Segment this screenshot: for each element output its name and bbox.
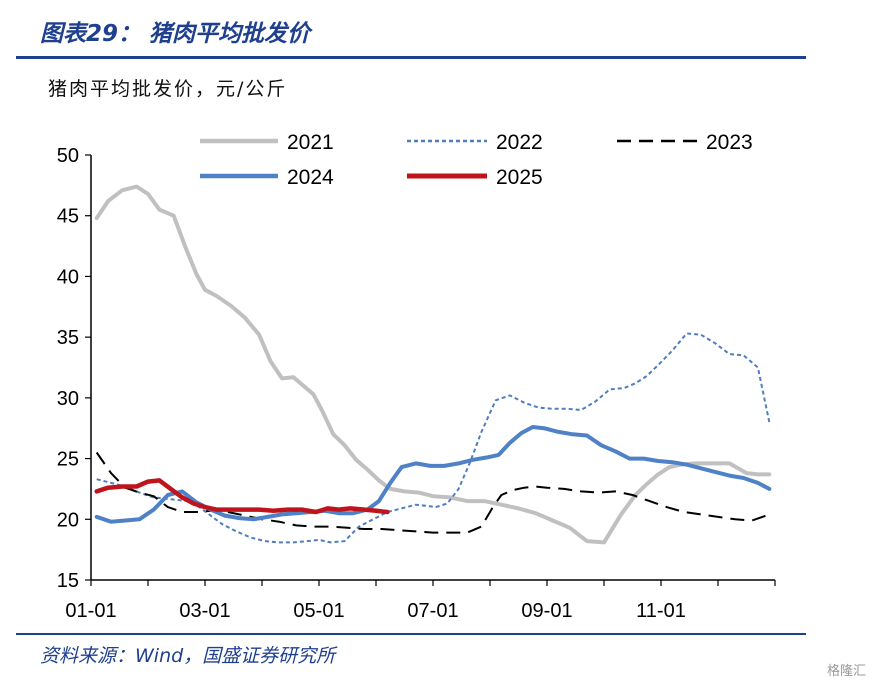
y-tick-label: 30 bbox=[57, 388, 79, 410]
y-tick-label: 40 bbox=[57, 266, 79, 288]
source-note: 资料来源：Wind，国盛证券研究所 bbox=[40, 645, 336, 667]
series-2025-line bbox=[94, 478, 390, 515]
y-tick-label: 50 bbox=[57, 145, 79, 167]
x-tick-label: 05-01 bbox=[293, 600, 344, 622]
x-tick-label: 09-01 bbox=[521, 600, 572, 622]
x-tick-label: 01-01 bbox=[65, 600, 116, 622]
watermark: 格隆汇 bbox=[826, 664, 866, 679]
series-lines bbox=[94, 184, 772, 545]
legend-label-2022: 2022 bbox=[496, 131, 543, 154]
y-tick-label: 25 bbox=[57, 449, 79, 471]
y-tick-label: 45 bbox=[57, 206, 79, 228]
x-tick-label: 11-01 bbox=[636, 600, 686, 622]
legend-label-2025: 2025 bbox=[496, 166, 543, 189]
legend: 2021 2022 2023 2024 2025 bbox=[200, 131, 753, 189]
source-rule bbox=[16, 633, 806, 635]
series-2021-line bbox=[94, 184, 772, 545]
y-tick-label: 35 bbox=[57, 327, 79, 349]
series-2023-line bbox=[95, 451, 770, 534]
x-tick-label: 03-01 bbox=[179, 600, 230, 622]
x-tick-label: 07-01 bbox=[407, 600, 458, 622]
y-tick-label: 20 bbox=[57, 509, 79, 531]
legend-label-2023: 2023 bbox=[706, 131, 753, 154]
unit-label: 猪肉平均批发价，元/公斤 bbox=[48, 78, 288, 100]
y-tick-label: 15 bbox=[57, 570, 79, 592]
series-2022-line bbox=[96, 332, 771, 544]
figure-title: 图表29： 猪肉平均批发价 bbox=[40, 21, 311, 47]
legend-label-2021: 2021 bbox=[287, 131, 334, 154]
legend-label-2024: 2024 bbox=[287, 166, 334, 189]
title-rule bbox=[16, 56, 806, 59]
